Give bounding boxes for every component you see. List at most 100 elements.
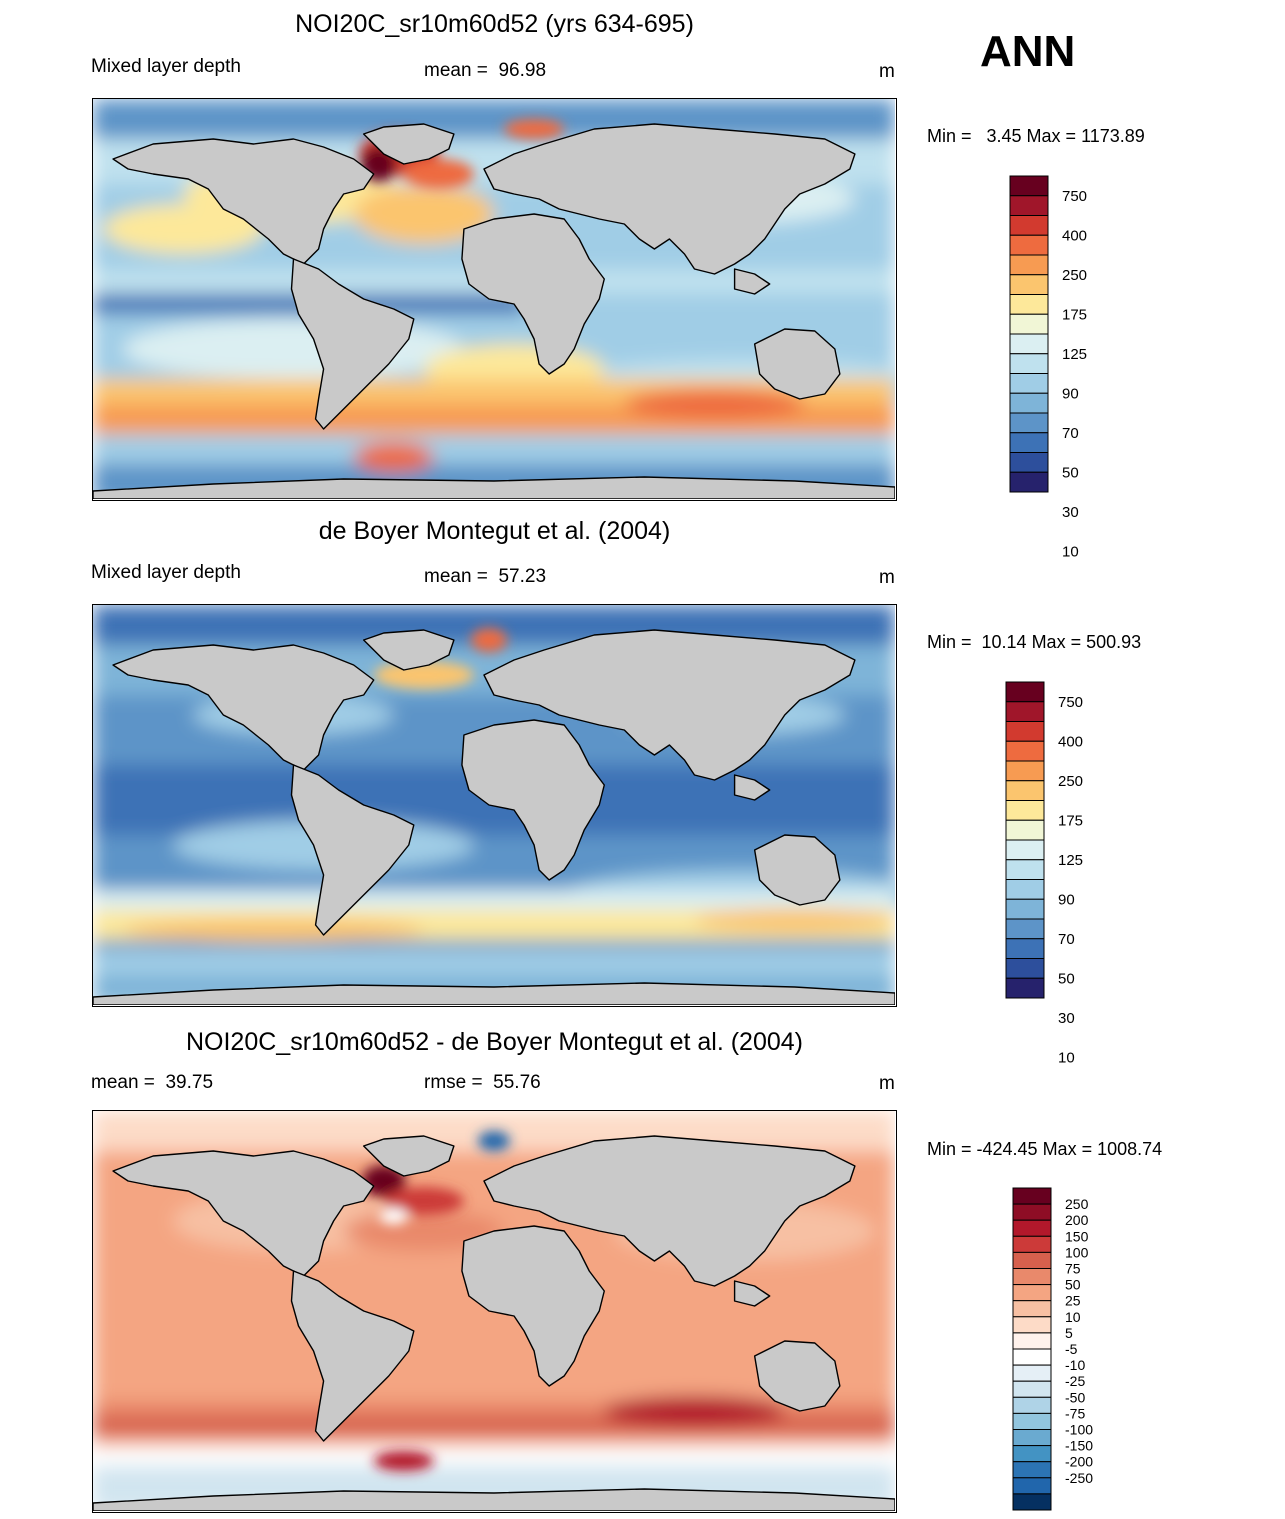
colorbar-label: -200 <box>1065 1454 1093 1470</box>
colorbar-swatch <box>1009 333 1049 355</box>
colorbar-swatch <box>1005 701 1045 722</box>
colorbar-swatch <box>1009 175 1049 197</box>
panel-3-minmax: Min = -424.45 Max = 1008.74 <box>927 1139 1163 1159</box>
colorbar-label: -150 <box>1065 1438 1093 1454</box>
colorbar-swatch <box>1005 819 1045 841</box>
colorbar-label: 200 <box>1065 1212 1089 1228</box>
colorbar-label: 25 <box>1065 1293 1081 1309</box>
colorbar-swatch <box>1012 1364 1052 1382</box>
colorbar-swatch <box>1009 195 1049 216</box>
colorbar-swatch <box>1005 800 1045 821</box>
colorbar-swatch <box>1012 1445 1052 1463</box>
colorbar-label: 50 <box>1062 464 1079 481</box>
panel-3-title: NOI20C_sr10m60d52 - de Boyer Montegut et… <box>185 1028 803 1056</box>
colorbar-swatch <box>1005 898 1045 920</box>
colorbar-swatch <box>1012 1284 1052 1302</box>
colorbar-label: 125 <box>1062 346 1087 363</box>
colorbar-swatch <box>1012 1396 1052 1414</box>
colorbar-swatch <box>1005 958 1045 979</box>
colorbar-swatch <box>1012 1380 1052 1398</box>
colorbar-swatch <box>1009 274 1049 295</box>
colorbar-label: -250 <box>1065 1470 1093 1486</box>
colorbar-swatch <box>1012 1493 1052 1511</box>
colorbar-label: -100 <box>1065 1422 1093 1438</box>
season-label: ANN <box>980 27 1076 76</box>
colorbar-label: 30 <box>1062 504 1079 521</box>
colorbar-label: 30 <box>1058 1010 1075 1027</box>
panel-3-map <box>92 1110 897 1513</box>
panel-2-map-svg <box>93 605 895 1005</box>
colorbar-label: 750 <box>1058 694 1083 711</box>
colorbar-swatch <box>1005 859 1045 880</box>
colorbar-swatch <box>1012 1187 1052 1205</box>
panel-1-land <box>93 123 895 499</box>
colorbar-label: 10 <box>1062 543 1079 560</box>
panel-2-mean-label: mean = 57.23 <box>424 566 547 587</box>
colorbar-swatch <box>1005 740 1045 762</box>
panel-1-map-svg <box>93 99 895 499</box>
panel-3-colorbar: 250 200 150 100 75 50 25 10 5 -5 -10 -25 -50 -75 -100-… <box>1012 1187 1153 1514</box>
panel-1-variable-label: Mixed layer depth <box>91 56 241 77</box>
colorbar-swatch <box>1012 1461 1052 1479</box>
panel-2-colorbar: 750 400 250 175 125 90 70 50 30 10 <box>1005 681 1146 1066</box>
panel-3-map-svg <box>93 1111 895 1511</box>
colorbar-swatch <box>1012 1477 1052 1495</box>
panel-1-minmax: Min = 3.45 Max = 1173.89 <box>927 126 1145 146</box>
colorbar-swatch <box>1009 254 1049 276</box>
colorbar-label: -50 <box>1065 1389 1085 1405</box>
colorbar-swatch <box>1012 1332 1052 1350</box>
panel-3-units-label: m <box>879 1073 895 1094</box>
panel-3-mean-label: mean = 39.75 <box>91 1072 214 1093</box>
panel-1-title: NOI20C_sr10m60d52 (yrs 634-695) <box>295 10 694 38</box>
colorbar-label: 400 <box>1062 227 1087 244</box>
colorbar-swatch <box>1005 938 1045 959</box>
colorbar-swatch <box>1012 1203 1052 1221</box>
panel-1-colorbar: 750 400 250 175 125 90 70 50 30 10 <box>1009 175 1150 560</box>
colorbar-label: 125 <box>1058 852 1083 869</box>
colorbar-swatch <box>1012 1316 1052 1334</box>
colorbar-label: -25 <box>1065 1373 1085 1389</box>
colorbar-label: 250 <box>1058 773 1083 790</box>
colorbar-swatch <box>1012 1268 1052 1286</box>
colorbar-swatch <box>1009 432 1049 453</box>
colorbar-swatch <box>1009 353 1049 374</box>
panel-3-rmse-label: rmse = 55.76 <box>424 1072 541 1093</box>
panel-2-title: de Boyer Montegut et al. (2004) <box>318 517 671 545</box>
colorbar-swatch <box>1009 412 1049 434</box>
colorbar-swatch <box>1009 294 1049 315</box>
colorbar-swatch <box>1005 780 1045 801</box>
colorbar-swatch <box>1009 313 1049 335</box>
panel-3-colorbar-svg: 250200150100755025105-5-10-25-50-75-100-… <box>1012 1187 1093 1511</box>
colorbar-swatch <box>1005 760 1045 782</box>
colorbar-label: 175 <box>1058 812 1083 829</box>
colorbar-swatch <box>1009 452 1049 473</box>
colorbar-label: 100 <box>1065 1244 1089 1260</box>
colorbar-label: -5 <box>1065 1341 1078 1357</box>
colorbar-swatch <box>1012 1251 1052 1270</box>
colorbar-label: 250 <box>1062 267 1087 284</box>
panel-2-colorbar-svg: 750 400 250 175 125 90 70 50 30 10 <box>1005 681 1083 1066</box>
panel-2-map <box>92 604 897 1007</box>
colorbar-swatch <box>1012 1412 1052 1430</box>
colorbar-swatch <box>1005 879 1045 900</box>
colorbar-label: 175 <box>1062 306 1087 323</box>
colorbar-swatch <box>1012 1429 1052 1447</box>
colorbar-swatch <box>1012 1300 1052 1318</box>
colorbar-label: 70 <box>1062 425 1079 442</box>
colorbar-swatch <box>1009 234 1049 256</box>
panel-2-minmax: Min = 10.14 Max = 500.93 <box>927 632 1142 652</box>
panel-1-colorbar-svg: 750 400 250 175 125 90 70 50 30 10 <box>1009 175 1087 560</box>
colorbar-label: 90 <box>1062 385 1079 402</box>
colorbar-swatch <box>1012 1219 1052 1237</box>
panel-2-variable-label: Mixed layer depth <box>91 562 241 583</box>
colorbar-label: 90 <box>1058 891 1075 908</box>
colorbar-label: -10 <box>1065 1357 1085 1373</box>
colorbar-label: 10 <box>1058 1049 1075 1066</box>
colorbar-swatch <box>1009 471 1049 493</box>
colorbar-label: 250 <box>1065 1196 1089 1212</box>
colorbar-swatch <box>1005 977 1045 999</box>
panel-3-land <box>93 1135 895 1511</box>
colorbar-swatch <box>1009 215 1049 236</box>
colorbar-swatch <box>1005 918 1045 940</box>
colorbar-label: 750 <box>1062 188 1087 205</box>
